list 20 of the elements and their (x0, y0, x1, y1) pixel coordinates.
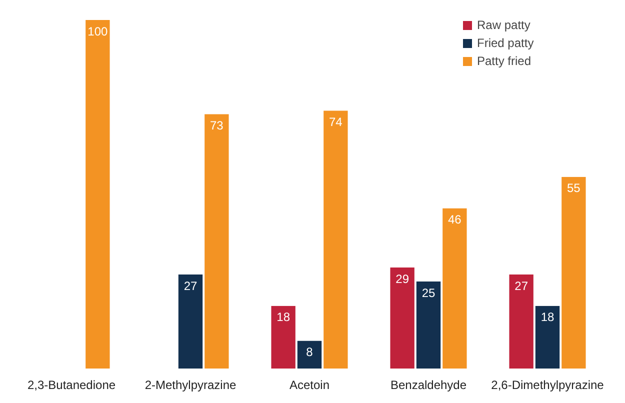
data-label: 27 (514, 278, 528, 293)
data-label: 73 (210, 118, 224, 132)
x-tick-label: Acetoin (289, 378, 330, 392)
legend-label: Fried patty (477, 36, 534, 50)
data-label: 18 (276, 310, 290, 324)
x-tick-label: 2,6-Dimethylpyrazine (491, 378, 604, 392)
data-label: 8 (306, 345, 314, 360)
data-label: 29 (396, 272, 410, 286)
data-label: 100 (88, 24, 108, 38)
data-label: 18 (540, 310, 554, 324)
data-label: 25 (422, 286, 436, 300)
data-label: 46 (448, 212, 462, 227)
x-tick-label: Benzaldehyde (390, 378, 467, 392)
data-label: 74 (329, 114, 343, 129)
legend-label: Patty fried (477, 54, 532, 68)
data-label: 27 (184, 278, 198, 293)
data-label: 55 (567, 181, 581, 196)
legend-label: Raw patty (477, 18, 530, 32)
x-tick-label: 2-Methylpyrazine (144, 378, 237, 392)
x-tick-label: 2,3-Butanedione (27, 378, 116, 392)
